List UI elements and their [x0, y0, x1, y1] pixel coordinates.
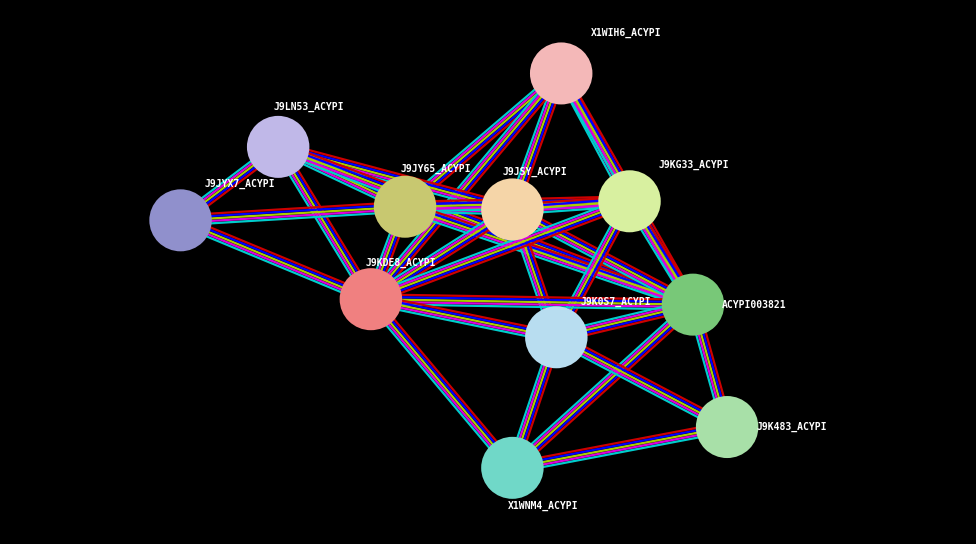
Ellipse shape — [340, 268, 402, 330]
Ellipse shape — [662, 274, 724, 336]
Text: J9LN53_ACYPI: J9LN53_ACYPI — [273, 101, 344, 112]
Text: J9K483_ACYPI: J9K483_ACYPI — [756, 422, 827, 432]
Text: J9K0S7_ACYPI: J9K0S7_ACYPI — [581, 297, 651, 307]
Ellipse shape — [374, 176, 436, 238]
Ellipse shape — [149, 189, 212, 251]
Text: J9KDE8_ACYPI: J9KDE8_ACYPI — [366, 257, 436, 268]
Ellipse shape — [247, 116, 309, 178]
Text: J9JSY_ACYPI: J9JSY_ACYPI — [503, 166, 567, 177]
Ellipse shape — [481, 437, 544, 499]
Text: J9JY65_ACYPI: J9JY65_ACYPI — [400, 164, 470, 174]
Ellipse shape — [525, 306, 588, 368]
Text: ACYPI003821: ACYPI003821 — [722, 300, 787, 310]
Ellipse shape — [696, 396, 758, 458]
Text: X1WNM4_ACYPI: X1WNM4_ACYPI — [508, 500, 578, 511]
Text: J9KG33_ACYPI: J9KG33_ACYPI — [659, 159, 729, 170]
Ellipse shape — [481, 178, 544, 240]
Ellipse shape — [598, 170, 661, 232]
Ellipse shape — [530, 42, 592, 104]
Text: J9JYX7_ACYPI: J9JYX7_ACYPI — [205, 178, 275, 189]
Text: X1WIH6_ACYPI: X1WIH6_ACYPI — [590, 28, 661, 38]
